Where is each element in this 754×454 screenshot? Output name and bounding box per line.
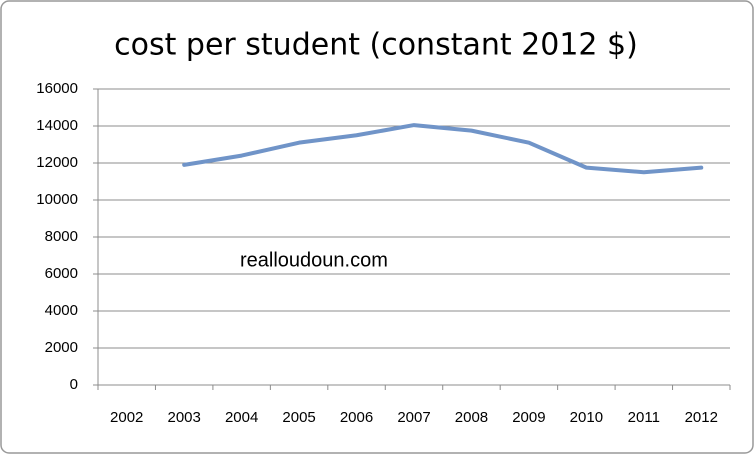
x-tick-label: 2004	[225, 409, 258, 426]
x-tick-label: 2012	[685, 409, 718, 426]
y-tick-label: 8000	[45, 228, 78, 245]
y-tick-label: 4000	[45, 302, 78, 319]
x-tick-label: 2008	[455, 409, 488, 426]
y-tick-label: 12000	[36, 154, 78, 171]
y-tick-label: 6000	[45, 265, 78, 282]
annotation: realloudoun.com	[240, 249, 388, 271]
data-line	[182, 123, 704, 175]
x-tick-label: 2002	[110, 409, 143, 426]
y-tick-label: 16000	[36, 80, 78, 97]
x-tick-label: 2007	[397, 409, 430, 426]
chart-title: cost per student (constant 2012 $)	[114, 28, 638, 63]
x-tick-label: 2005	[282, 409, 315, 426]
y-tick-label: 14000	[36, 117, 78, 134]
x-tick-label: 2011	[628, 409, 660, 426]
y-tick-label: 10000	[36, 191, 78, 208]
y-tick-label: 2000	[45, 339, 78, 356]
y-tick-label: 0	[70, 376, 78, 393]
x-tick-label: 2010	[570, 409, 603, 426]
x-tick-label: 2006	[340, 409, 373, 426]
x-tick-label: 2009	[512, 409, 545, 426]
x-tick-label: 2003	[167, 409, 200, 426]
